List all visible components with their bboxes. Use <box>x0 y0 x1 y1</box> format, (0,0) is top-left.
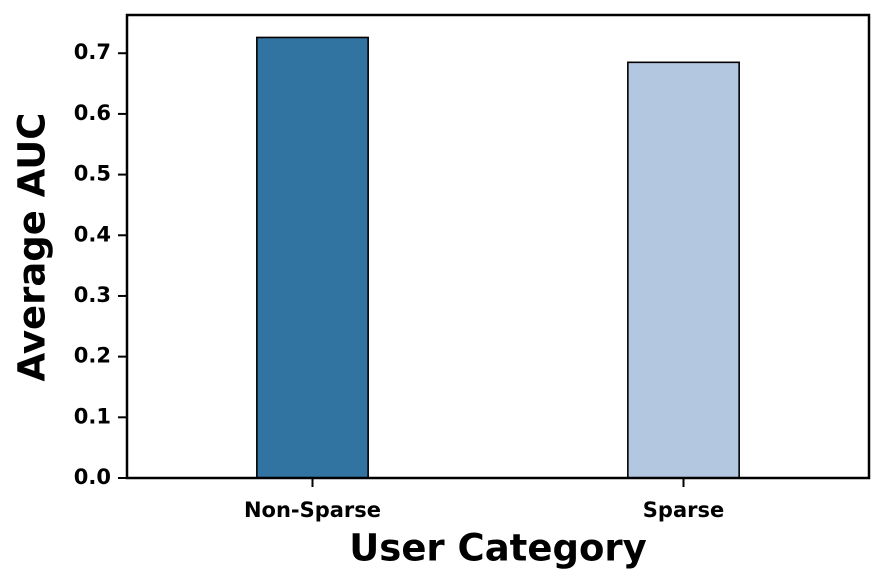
y-axis-label: Average AUC <box>11 113 54 382</box>
x-tick-label: Sparse <box>643 498 724 522</box>
y-tick-label: 0.6 <box>74 101 111 125</box>
x-tick-label: Non-Sparse <box>244 498 381 522</box>
x-axis-label: User Category <box>349 527 646 570</box>
plot-frame <box>125 13 871 480</box>
y-tick-label: 0.1 <box>74 404 111 428</box>
y-tick-label: 0.3 <box>74 283 111 307</box>
bar <box>627 61 740 479</box>
y-tick-label: 0.2 <box>74 344 111 368</box>
y-tick-label: 0.5 <box>74 162 111 186</box>
y-tick-label: 0.7 <box>74 40 111 64</box>
y-tick-label: 0.4 <box>74 222 111 246</box>
y-tick-label: 0.0 <box>74 465 111 489</box>
bar <box>256 36 369 479</box>
